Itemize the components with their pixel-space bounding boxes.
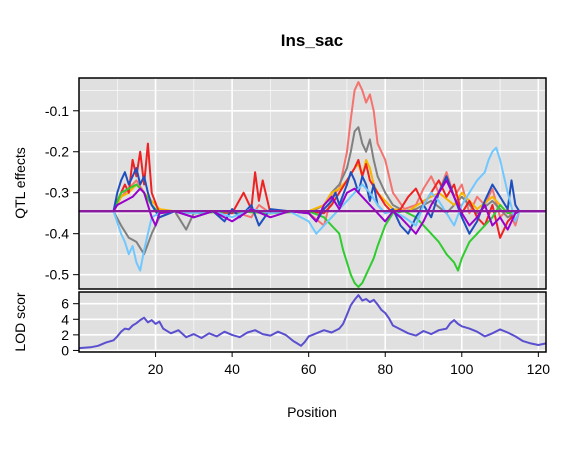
effect-ytick-label: -0.4	[45, 226, 69, 242]
effects-grid	[79, 78, 546, 296]
x-tick-label: 40	[224, 361, 240, 377]
lod-ytick-label: 2	[61, 327, 69, 343]
effects-series-lines	[79, 81, 546, 288]
effects-y-axis-label: QTL effects	[12, 147, 28, 219]
effects-plot-background	[79, 78, 546, 289]
x-tick-label: 80	[377, 361, 393, 377]
lod-ytick-label: 6	[61, 296, 69, 312]
effects-panel: -0.1 -0.2 -0.3 -0.4 -0.5 QTL effects	[12, 77, 547, 296]
lod-series-line	[78, 294, 547, 350]
effects-plot-frame	[78, 77, 547, 290]
lod-x-ticks: 20 40 60 80 100 120	[148, 352, 550, 377]
lod-y-axis-label: LOD scor	[12, 292, 28, 351]
lod-grid	[79, 292, 546, 352]
lod-ytick-label: 0	[61, 342, 69, 358]
x-tick-label: 60	[301, 361, 317, 377]
effect-ytick-label: -0.2	[45, 144, 69, 160]
x-tick-label: 20	[148, 361, 164, 377]
effect-ytick-label: -0.1	[45, 103, 69, 119]
lod-plot-frame	[78, 291, 547, 353]
effect-series-7	[79, 179, 546, 235]
effect-series-5	[79, 167, 546, 235]
lod-series-0	[78, 294, 547, 350]
lod-ytick-label: 4	[61, 311, 69, 327]
effects-y-ticks: -0.1 -0.2 -0.3 -0.4 -0.5	[45, 103, 79, 283]
effect-ytick-label: -0.5	[45, 267, 69, 283]
x-axis-label: Position	[287, 404, 337, 420]
effect-series-6	[79, 146, 546, 272]
x-tick-label: 120	[527, 361, 551, 377]
x-tick-label: 100	[450, 361, 474, 377]
effect-ytick-label: -0.3	[45, 185, 69, 201]
chart-title: Ins_sac	[281, 31, 343, 50]
